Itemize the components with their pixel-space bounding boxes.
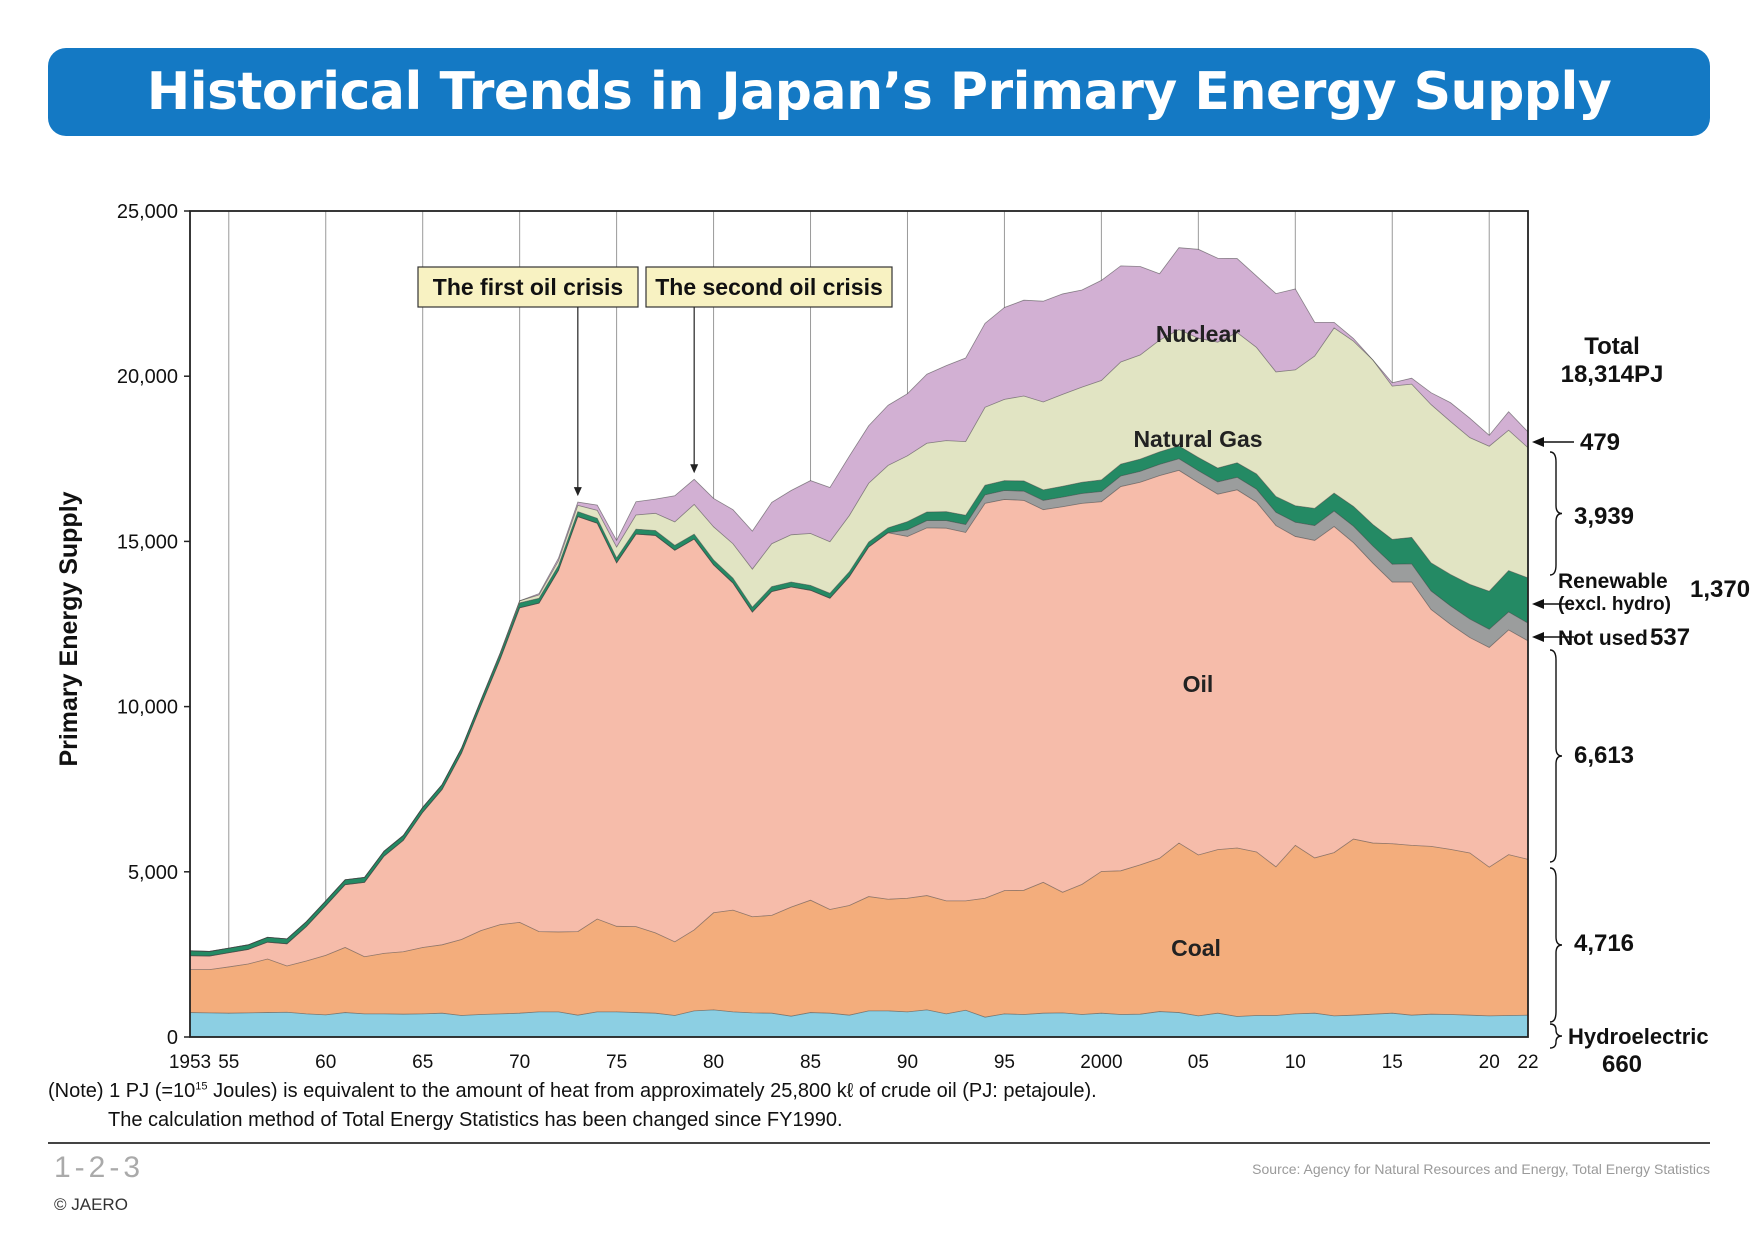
- oil-value: 6,613: [1574, 742, 1634, 769]
- first-oil-crisis-arrow-head: [573, 487, 582, 497]
- x-tick-label: 85: [800, 1052, 821, 1073]
- x-tick-label: 90: [897, 1052, 918, 1073]
- x-tick-label: 80: [703, 1052, 724, 1073]
- renewable-arrow-head: [1532, 599, 1544, 609]
- series-boundary-line: [190, 838, 1529, 970]
- series-boundary-line: [189, 458, 1529, 957]
- x-tick-label: 10: [1285, 1052, 1306, 1073]
- hydro-label: Hydroelectric: [1568, 1024, 1709, 1049]
- y-tick-label: 10,000: [117, 697, 178, 719]
- second-oil-crisis-arrow-head: [690, 464, 699, 474]
- x-tick-label: 55: [218, 1052, 239, 1073]
- y-tick-label: 5,000: [128, 862, 178, 884]
- total-value: 18,314PJ: [1561, 361, 1664, 388]
- copyright-text: © JAERO: [54, 1195, 128, 1214]
- renewable-label-1: Renewable: [1558, 570, 1668, 593]
- nuclear-value: 479: [1580, 429, 1620, 456]
- label-oil: Oil: [1183, 671, 1214, 697]
- nuclear-arrow-head: [1532, 437, 1544, 447]
- not-used-arrow-head: [1532, 632, 1544, 642]
- coal-brace: [1549, 867, 1563, 1023]
- x-tick-label: 60: [315, 1052, 336, 1073]
- x-tick-label: 65: [412, 1052, 433, 1073]
- label-nuclear: Nuclear: [1156, 321, 1240, 347]
- page-title: Historical Trends in Japan’s Primary Ene…: [146, 62, 1612, 122]
- second-oil-crisis-box: [645, 266, 893, 308]
- total-label: Total: [1584, 333, 1640, 360]
- area-renewable-excl-hydro-: [190, 445, 1528, 957]
- renewable-value: 1,370: [1690, 576, 1750, 603]
- y-axis-title: Primary Energy Supply: [55, 491, 83, 766]
- first-oil-crisis-label: The first oil crisis: [433, 274, 623, 300]
- energy-supply-chart: 0 5,000 10,000 15,000 20,000 25,000 1953 55 60 65…: [55, 201, 1750, 1078]
- title-banner: Historical Trends in Japan’s Primary Ene…: [48, 48, 1710, 136]
- y-tick-label: 15,000: [117, 531, 178, 553]
- x-tick-label: 05: [1188, 1052, 1209, 1073]
- series-boundary-line: [189, 247, 1529, 952]
- not-used-value: 537: [1650, 624, 1690, 651]
- area-oil: [190, 470, 1528, 970]
- note-line-2: The calculation method of Total Energy S…: [108, 1109, 843, 1131]
- area-natural-gas: [190, 327, 1528, 952]
- series-boundary-line: [189, 1009, 1529, 1018]
- y-tick-label: 0: [167, 1027, 178, 1049]
- coal-value: 4,716: [1574, 930, 1634, 957]
- label-natural-gas: Natural Gas: [1133, 426, 1262, 452]
- renewable-label-2: (excl. hydro): [1558, 594, 1671, 615]
- plot-frame: [189, 210, 1529, 1038]
- first-oil-crisis-box: [417, 266, 639, 308]
- area-hydroelectric: [190, 1009, 1528, 1037]
- gas-value: 3,939: [1574, 503, 1634, 530]
- y-tick-label: 20,000: [117, 366, 178, 388]
- x-tick-label: 95: [994, 1052, 1015, 1073]
- x-tick-label: 22: [1517, 1052, 1538, 1073]
- gas-brace: [1549, 451, 1563, 576]
- area-coal: [190, 839, 1528, 1018]
- hydro-brace: [1549, 1023, 1563, 1049]
- second-oil-crisis-label: The second oil crisis: [655, 274, 883, 300]
- x-tick-label: 2000: [1080, 1052, 1122, 1073]
- source-text: Source: Agency for Natural Resources and…: [1252, 1161, 1710, 1177]
- not-used-label: Not used: [1558, 627, 1648, 650]
- figure-number: 1-2-3: [54, 1151, 145, 1184]
- footer-divider: [48, 1142, 1710, 1144]
- x-tick-label: 20: [1479, 1052, 1500, 1073]
- oil-brace: [1549, 649, 1563, 863]
- x-tick-label: 75: [606, 1052, 627, 1073]
- x-tick-label: 1953: [169, 1052, 211, 1073]
- x-tick-label: 70: [509, 1052, 530, 1073]
- hydro-value: 660: [1602, 1051, 1642, 1078]
- note-line-1: (Note) 1 PJ (=1015 Joules) is equivalent…: [48, 1080, 1097, 1102]
- label-coal: Coal: [1171, 935, 1221, 961]
- y-tick-label: 25,000: [117, 201, 178, 223]
- x-tick-label: 15: [1382, 1052, 1403, 1073]
